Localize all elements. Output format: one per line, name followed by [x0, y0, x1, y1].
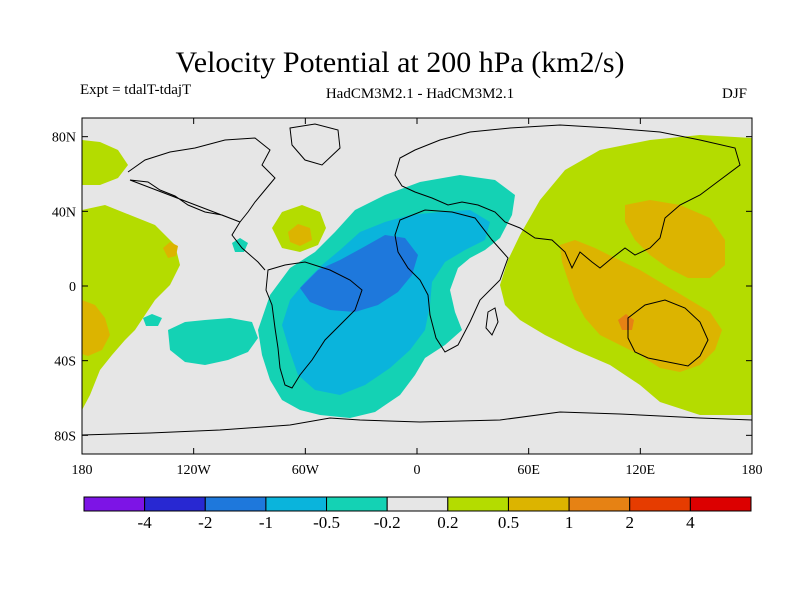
- season-label: DJF: [722, 86, 748, 102]
- colorbar-swatch: [629, 496, 691, 512]
- colorbar-swatch: [83, 496, 146, 512]
- colorbar-label: -0.2: [374, 513, 401, 532]
- colorbar-swatch: [689, 496, 752, 512]
- madagascar-coast: [485, 307, 499, 336]
- colorbar-swatch: [265, 496, 328, 512]
- contour-north-pacific-positive: [82, 140, 128, 185]
- colorbar-label: -2: [198, 513, 212, 532]
- colorbar-swatch: [326, 496, 388, 512]
- colorbar-label: 2: [625, 513, 634, 532]
- lat-tick-label: 80N: [52, 131, 76, 146]
- experiment-label: Expt = tdalT-tdajT: [80, 82, 192, 98]
- north-america-coast: [127, 137, 276, 271]
- colorbar-label: 1: [565, 513, 574, 532]
- colorbar-label: -0.5: [313, 513, 340, 532]
- contour-indian-ocean-positive: [560, 240, 722, 372]
- lat-tick-label: 40N: [52, 205, 76, 220]
- lon-tick-label: 120E: [626, 463, 656, 478]
- greenland-coast: [289, 123, 341, 166]
- contour-east-pacific-positive: [82, 205, 180, 410]
- africa-coast: [394, 209, 509, 353]
- contour-atlantic-positive-patch: [288, 224, 312, 246]
- contour-pacific-negative-small: [143, 314, 162, 326]
- colorbar-swatch: [507, 496, 570, 512]
- south-america-coast: [265, 261, 363, 389]
- lat-tick-label: 80S: [54, 429, 76, 444]
- contour-field: [82, 118, 752, 454]
- lat-tick-label: 0: [69, 280, 76, 295]
- contour-south-america-strong-negative: [300, 235, 418, 312]
- antarctica-coast: [82, 411, 752, 436]
- contour-australia-strong-positive: [618, 314, 634, 330]
- lon-tick-label: 180: [72, 463, 93, 478]
- model-label: HadCM3M2.1 - HadCM3M2.1: [325, 86, 515, 102]
- colorbar-swatch: [386, 496, 449, 512]
- colorbar-label: -1: [259, 513, 273, 532]
- colorbar-swatch: [568, 496, 631, 512]
- colorbar: -4 -2 -1 -0.5 -0.2 0.2 0.5 1 2 4: [83, 496, 752, 532]
- lon-tick-label: 180: [742, 463, 763, 478]
- colorbar-swatch: [144, 496, 206, 512]
- colorbar-label: 4: [686, 513, 695, 532]
- contour-east-pacific-positive-patch: [82, 300, 110, 356]
- contour-atlantic-negative-core: [282, 210, 490, 395]
- contour-west-pacific-positive: [625, 200, 725, 278]
- australia-coast: [627, 299, 709, 367]
- contour-pacific-positive-patch: [163, 242, 178, 258]
- colorbar-swatch: [204, 496, 267, 512]
- colorbar-label: -4: [138, 513, 153, 532]
- lon-tick-label: 0: [414, 463, 421, 478]
- axis-ticks: 80N 40N 0 40S 80S 180 120W 60W 0 60E 120E 180: [52, 118, 763, 478]
- coastlines: [82, 123, 752, 436]
- plot-title: Velocity Potential at 200 hPa (km2/s): [175, 46, 625, 79]
- colorbar-label: 0.2: [437, 513, 458, 532]
- lon-tick-label: 60E: [517, 463, 540, 478]
- colorbar-label: 0.5: [498, 513, 519, 532]
- lon-tick-label: 60W: [292, 463, 320, 478]
- lon-tick-label: 120W: [177, 463, 212, 478]
- colorbar-swatch: [447, 496, 509, 512]
- contour-south-pacific-negative: [168, 318, 258, 365]
- eurasia-coast: [394, 124, 741, 270]
- lat-tick-label: 40S: [54, 355, 76, 370]
